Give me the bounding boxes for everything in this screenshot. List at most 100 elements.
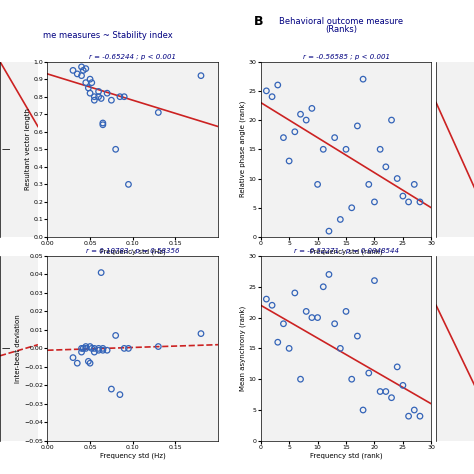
Point (393, 363, 401, 371)
Point (73, 359, 81, 367)
Point (291, 289, 299, 297)
Point (359, 75, 367, 83)
Point (314, 181, 321, 188)
Point (410, 181, 418, 188)
Point (125, 345, 132, 352)
Point (280, 134, 287, 141)
Point (86, 90, 94, 97)
Point (314, 314, 321, 321)
Point (69, 67, 77, 74)
Point (116, 391, 124, 398)
Point (88, 79, 96, 86)
Point (354, 332, 361, 340)
Point (263, 87, 270, 95)
Point (376, 146, 384, 153)
Point (263, 295, 270, 303)
Point (82, 343, 90, 350)
Point (97, 95, 105, 102)
Point (376, 388, 384, 395)
Point (405, 198, 412, 206)
Point (342, 146, 350, 153)
Point (86, 343, 94, 350)
Point (97, 269, 105, 276)
Point (91, 93, 98, 100)
Point (80, 345, 87, 352)
Point (91, 348, 98, 356)
Point (297, 110, 304, 118)
X-axis label: Frequency std (rank): Frequency std (rank) (310, 249, 383, 255)
Point (82, 345, 90, 352)
Point (112, 146, 119, 153)
Point (388, 116, 395, 124)
Point (95, 345, 102, 352)
Point (280, 320, 287, 328)
Point (382, 163, 390, 171)
Point (125, 181, 132, 188)
Point (91, 96, 98, 104)
Y-axis label: Mean asynchrony (rank): Mean asynchrony (rank) (239, 306, 246, 391)
Title: r = -0.56585 ; p < 0.001: r = -0.56585 ; p < 0.001 (302, 54, 390, 60)
Point (155, 109, 162, 116)
Point (348, 204, 356, 211)
Point (78, 348, 85, 356)
Text: Behavioral outcome measure: Behavioral outcome measure (279, 17, 403, 26)
Point (155, 343, 162, 350)
Point (399, 382, 407, 389)
Point (331, 134, 338, 141)
Text: B: B (254, 15, 263, 28)
Point (99, 345, 107, 352)
Point (78, 345, 85, 352)
Text: (Ranks): (Ranks) (325, 25, 357, 34)
Point (78, 72, 85, 80)
Point (197, 72, 205, 80)
Point (103, 90, 111, 97)
Point (365, 369, 373, 377)
Point (331, 320, 338, 328)
Point (337, 216, 344, 223)
Point (342, 308, 350, 315)
Point (319, 283, 327, 291)
Point (382, 388, 390, 395)
Point (103, 346, 111, 354)
Point (73, 70, 81, 78)
Point (197, 330, 205, 337)
Point (116, 93, 124, 100)
Point (95, 346, 102, 354)
Point (308, 314, 316, 321)
Point (274, 81, 282, 89)
Point (371, 277, 378, 284)
Point (416, 412, 424, 420)
Point (319, 146, 327, 153)
Point (84, 84, 92, 92)
Point (325, 271, 333, 278)
Point (78, 63, 85, 71)
Point (410, 406, 418, 414)
Point (308, 105, 316, 112)
Point (405, 412, 412, 420)
Title: r = -0.65244 ; p < 0.001: r = -0.65244 ; p < 0.001 (89, 54, 176, 60)
Point (99, 346, 107, 354)
Point (268, 301, 276, 309)
Point (69, 354, 77, 361)
Point (112, 332, 119, 339)
Point (274, 338, 282, 346)
Point (84, 357, 92, 365)
Point (354, 122, 361, 130)
Point (399, 192, 407, 200)
Point (291, 128, 299, 136)
Point (99, 121, 107, 128)
Y-axis label: Relative phase angle (rank): Relative phase angle (rank) (239, 101, 246, 198)
Point (337, 345, 344, 352)
Point (120, 93, 128, 100)
Point (297, 375, 304, 383)
Title: r = -0.52271 ; p = 0.0048544: r = -0.52271 ; p = 0.0048544 (293, 248, 399, 254)
Point (91, 345, 98, 352)
Point (88, 345, 96, 352)
Point (285, 157, 293, 165)
Point (365, 181, 373, 188)
Point (371, 198, 378, 206)
X-axis label: Frequency std (Hz): Frequency std (Hz) (100, 453, 165, 459)
Point (108, 96, 115, 104)
Point (95, 88, 102, 95)
Point (302, 116, 310, 124)
